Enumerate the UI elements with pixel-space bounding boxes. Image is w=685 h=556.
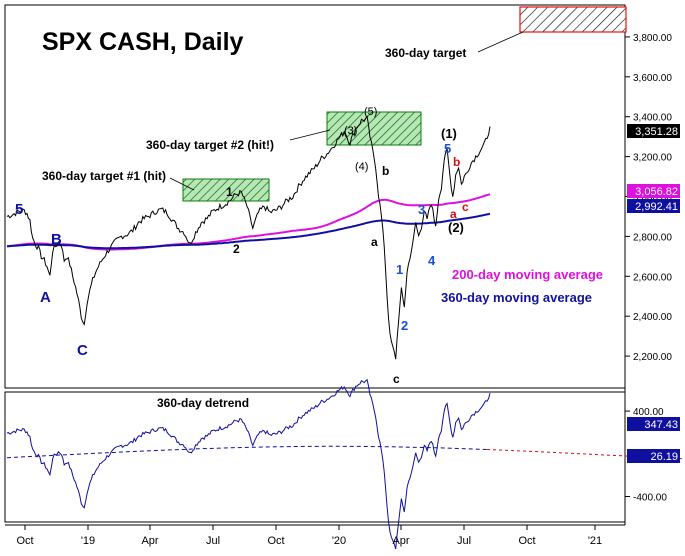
price-tick-label: 3,600.00 xyxy=(633,73,672,84)
last-price-label: 3,351.28 xyxy=(635,126,678,138)
price-ticks: 2,200.002,400.002,600.002,800.003,000.00… xyxy=(625,33,672,363)
last-price-badge xyxy=(627,124,680,138)
wave-5-blue: 5 xyxy=(15,201,23,218)
wave-2-blue2: 2 xyxy=(401,318,408,333)
wave-1-black: 1 xyxy=(226,185,233,199)
detrend-badge xyxy=(627,417,680,431)
spx-price-line xyxy=(6,115,491,360)
detrend-value-label: 347.43 xyxy=(644,419,678,431)
ma360-line xyxy=(6,212,491,250)
baseline-badge xyxy=(627,449,680,463)
price-tick-label: 3,200.00 xyxy=(633,153,672,164)
detrend-label: 360-day detrend xyxy=(157,396,249,410)
ma200-label: 200-day moving average xyxy=(452,267,603,282)
wave-b-red: b xyxy=(453,155,460,169)
target-2-leader xyxy=(289,129,331,141)
wave-1-paren: (1) xyxy=(441,126,457,141)
target-main-leader xyxy=(477,31,524,53)
target-1-leader xyxy=(169,177,195,191)
x-tick-label: Oct xyxy=(267,535,284,547)
wave-a-black: a xyxy=(371,235,378,249)
x-axis-labels: Oct '19 Apr Jul Oct '20 Apr Jul Oct '21 xyxy=(16,525,602,547)
wave-2-black: 2 xyxy=(233,242,240,256)
price-tick-label: 2,800.00 xyxy=(633,232,672,243)
ma200-badge xyxy=(627,184,680,198)
price-tick-label: 2,400.00 xyxy=(633,312,672,323)
detrend-ticks: 400.00 -400.00 xyxy=(625,407,667,504)
price-tick-label: 3,800.00 xyxy=(633,33,672,44)
target-box-main xyxy=(519,6,627,33)
detrend-tick-label: 400.00 xyxy=(633,407,664,418)
chart-title: SPX CASH, Daily xyxy=(42,28,244,56)
wave-5-blue2: 5 xyxy=(444,141,451,156)
wave-A: A xyxy=(40,289,51,306)
price-panel-frame xyxy=(4,4,626,389)
wave-4-blue2: 4 xyxy=(428,253,436,268)
x-tick-label: Apr xyxy=(141,535,158,547)
wave-c-red: c xyxy=(462,200,469,214)
price-tick-label: 2,200.00 xyxy=(633,352,672,363)
target-box-2 xyxy=(326,111,422,146)
x-tick-label: Oct xyxy=(518,535,535,547)
price-tick-label: 2,600.00 xyxy=(633,272,672,283)
target-box-1 xyxy=(182,178,270,202)
wave-1-blue2: 1 xyxy=(396,262,403,277)
series-layer xyxy=(6,115,685,550)
target-1-label: 360-day target #1 (hit) xyxy=(42,169,166,183)
wave-4-paren: (4) xyxy=(355,161,368,173)
detrend-line xyxy=(6,378,491,550)
detrend-panel-frame xyxy=(4,391,626,523)
x-tick-label: Jul xyxy=(457,535,471,547)
wave-c-black: c xyxy=(393,372,400,386)
ma360-badge xyxy=(627,199,680,213)
x-tick-label: '19 xyxy=(81,535,95,547)
target-main-label: 360-day target xyxy=(385,46,466,60)
wave-b-black: b xyxy=(382,164,389,178)
wave-2-paren: (2) xyxy=(448,220,464,235)
ma360-label: 360-day moving average xyxy=(441,290,592,305)
detrend-baseline-red xyxy=(487,449,685,460)
baseline-value-label: 26.19 xyxy=(650,451,678,463)
wave-B: B xyxy=(51,231,62,248)
wave-C: C xyxy=(77,342,88,359)
x-tick-label: Oct xyxy=(16,535,33,547)
price-tick-label: 3,400.00 xyxy=(633,113,672,124)
ma360-value-label: 2,992.41 xyxy=(635,201,678,213)
x-tick-label: '20 xyxy=(332,535,346,547)
wave-a-red: a xyxy=(450,207,457,221)
x-tick-label: Apr xyxy=(392,535,409,547)
ma200-value-label: 3,056.82 xyxy=(635,186,678,198)
x-tick-label: '21 xyxy=(588,535,602,547)
detrend-tick-label: -400.00 xyxy=(633,493,667,504)
wave-3-blue2: 3 xyxy=(418,202,425,217)
target-2-label: 360-day target #2 (hit!) xyxy=(146,138,274,152)
wave-5-paren: (5) xyxy=(364,106,377,118)
detrend-baseline-blue xyxy=(6,445,488,459)
wave-3-paren: (3) xyxy=(344,125,357,137)
x-tick-label: Jul xyxy=(206,535,220,547)
